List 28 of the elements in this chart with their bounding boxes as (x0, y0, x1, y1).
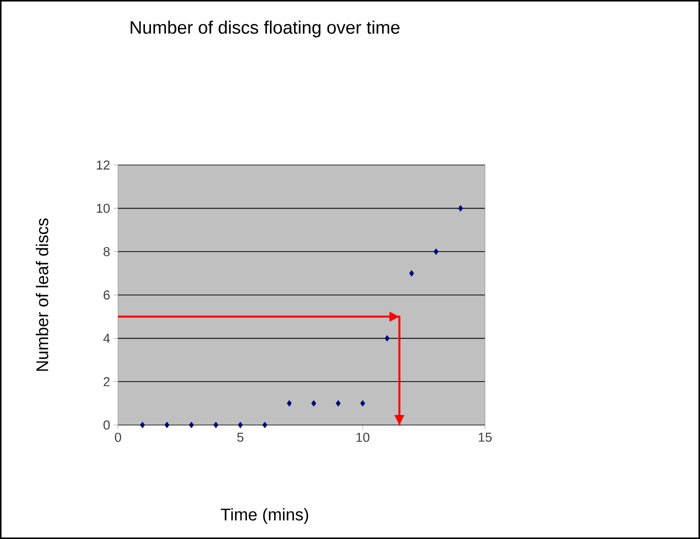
y-tick-label: 6 (104, 290, 110, 300)
point (458, 205, 463, 212)
x-tick-label: 15 (478, 432, 492, 442)
point (434, 248, 439, 255)
y-tick-label: 8 (104, 247, 110, 256)
x-tick-label: 5 (237, 432, 244, 442)
point (311, 400, 316, 407)
y-axis-title: Number of leaf discs (36, 218, 48, 371)
point (262, 422, 268, 428)
point (360, 400, 366, 407)
x-tick-label: 0 (114, 432, 122, 442)
point (188, 422, 194, 428)
x-axis-title: Time (mins) (220, 508, 308, 524)
y-tick-label: 2 (104, 377, 110, 386)
y-tick-label: 10 (96, 204, 110, 213)
x-tick-label: 10 (356, 432, 370, 442)
y-tick-label: 4 (103, 334, 110, 343)
chart-title: Number of discs floating over time (130, 20, 400, 38)
point (238, 422, 243, 428)
point (213, 422, 218, 428)
point (336, 400, 341, 407)
point (384, 335, 390, 342)
y-tick-label: 12 (96, 160, 110, 170)
point (409, 270, 414, 277)
point (164, 422, 170, 428)
y-tick-label: 0 (104, 420, 110, 430)
point (286, 400, 292, 407)
point (140, 422, 145, 428)
